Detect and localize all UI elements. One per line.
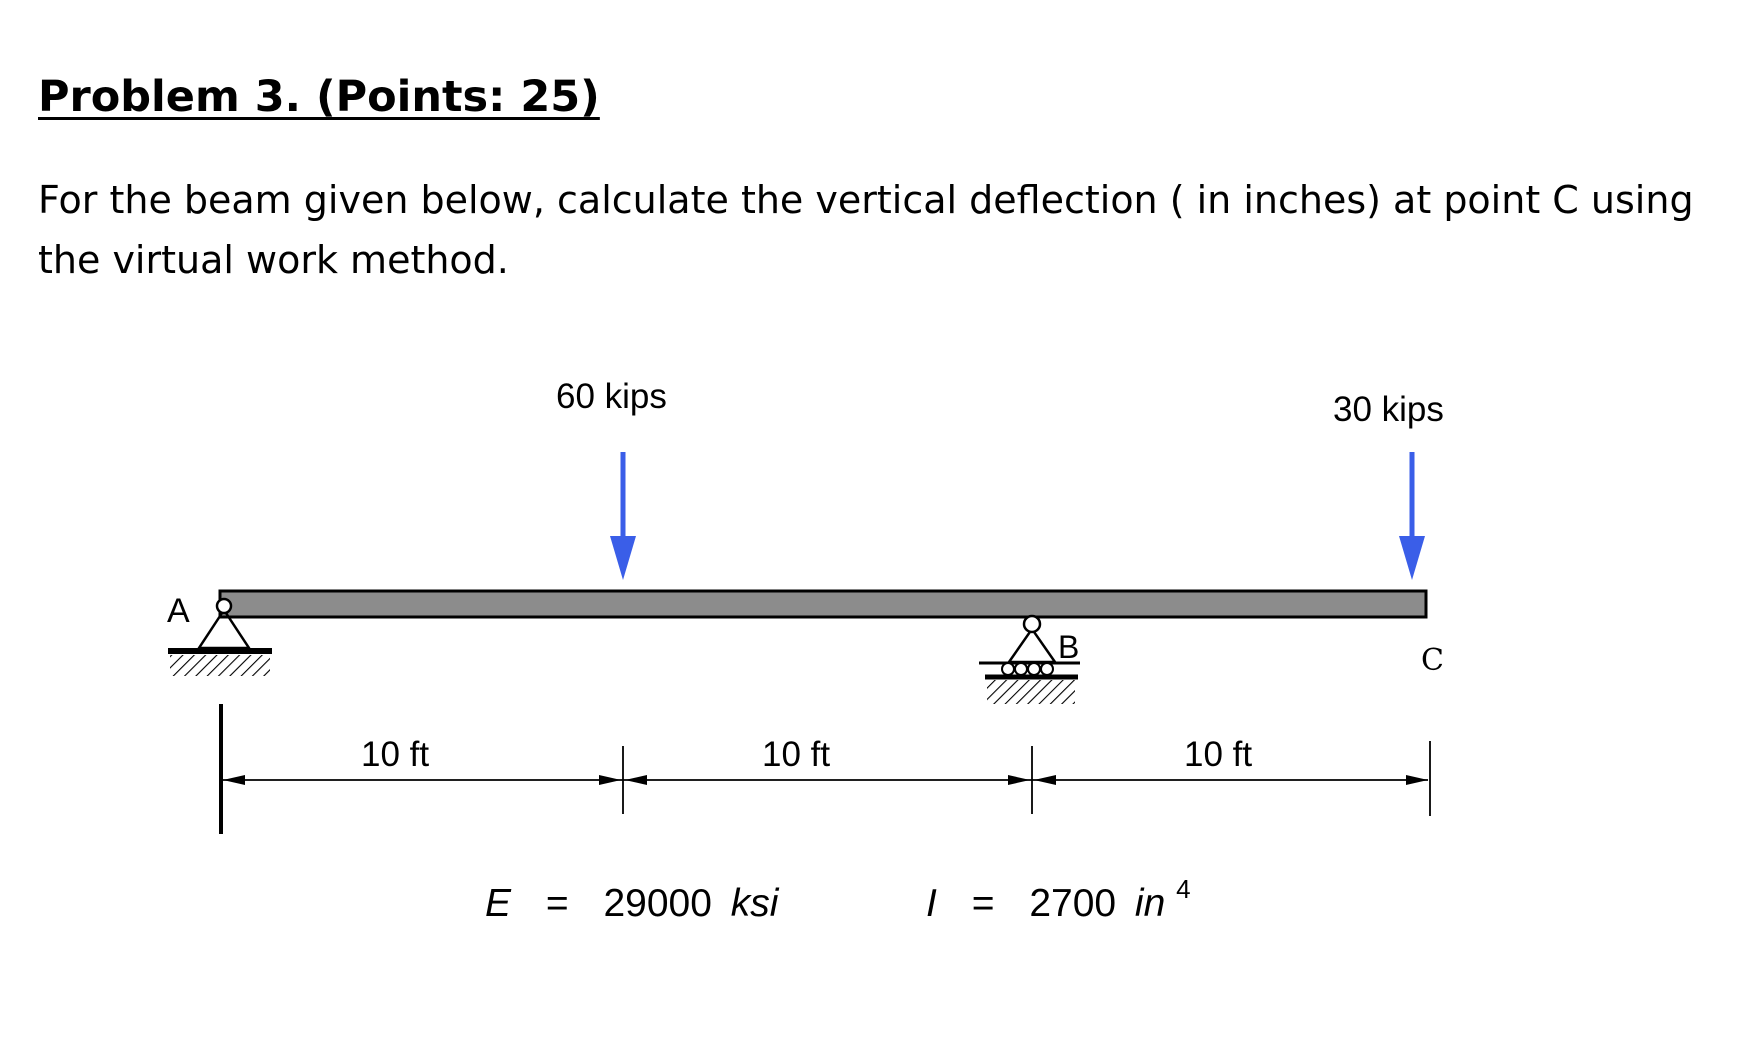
i-value: 2700 — [1029, 882, 1116, 925]
load-label-30-kips: 30 kips — [1333, 390, 1444, 429]
load-label-60-kips: 60 kips — [556, 377, 667, 416]
problem-title: Problem 3. (Points: 25) — [38, 72, 600, 122]
moment-of-inertia-i: I = 2700 in 4 — [926, 874, 1191, 925]
modulus-e: E = 29000 ksi — [485, 882, 780, 925]
roller-support-b — [979, 614, 1080, 704]
e-unit: ksi — [731, 882, 780, 925]
point-a-label: A — [167, 592, 190, 630]
i-exponent: 4 — [1176, 874, 1190, 904]
span-label-3: 10 ft — [1184, 735, 1252, 774]
beam — [218, 589, 1428, 619]
i-unit: in — [1135, 882, 1165, 925]
point-c-label: C — [1421, 643, 1444, 678]
e-value: 29000 — [603, 882, 711, 925]
load-arrow-60-kips — [610, 452, 636, 580]
i-equals: = — [972, 882, 995, 925]
e-equals: = — [546, 882, 569, 925]
i-symbol: I — [926, 882, 937, 925]
problem-statement: For the beam given below, calculate the … — [38, 178, 1694, 282]
pin-support-a — [168, 597, 272, 676]
span-label-2: 10 ft — [762, 735, 830, 774]
load-arrow-30-kips — [1399, 452, 1425, 580]
dimension-lines — [219, 704, 1431, 834]
span-label-1: 10 ft — [361, 735, 429, 774]
point-b-label: B — [1058, 629, 1079, 665]
e-symbol: E — [485, 882, 512, 925]
